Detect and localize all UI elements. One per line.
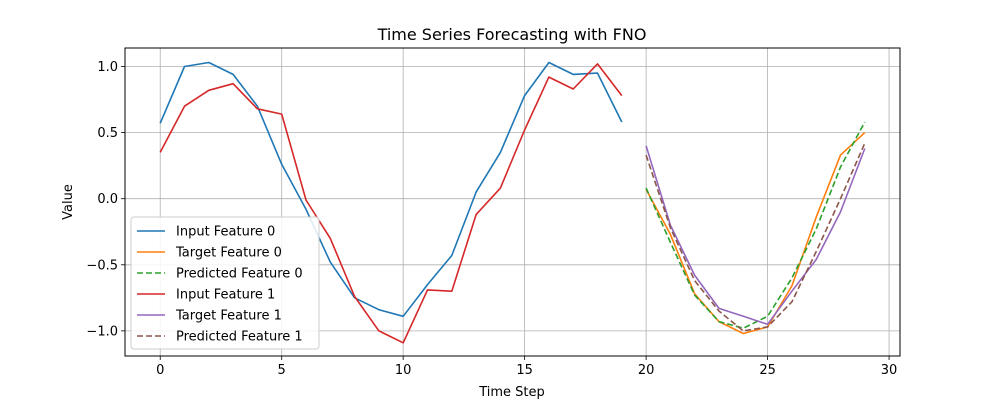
x-tick-label: 0: [156, 363, 164, 378]
chart-title: Time Series Forecasting with FNO: [377, 25, 647, 44]
x-tick-label: 5: [278, 363, 286, 378]
series-lines: [159, 61, 866, 344]
x-tick-label: 30: [881, 363, 898, 378]
y-axis-label: Value: [61, 184, 76, 220]
y-tick-label: 1.0: [97, 60, 118, 75]
legend-label-3: Input Feature 1: [176, 288, 275, 303]
y-tick-label: 0.0: [97, 192, 118, 207]
series-line-0: [159, 61, 623, 318]
legend-label-5: Predicted Feature 1: [176, 330, 303, 345]
series-line-2: [645, 121, 866, 330]
y-tick-label: −1.0: [86, 324, 118, 339]
x-tick-label: 10: [395, 363, 412, 378]
series-line-5: [645, 142, 866, 332]
series-line-4: [645, 145, 866, 326]
x-tick-label: 15: [516, 363, 533, 378]
series-line-3: [159, 63, 623, 344]
x-tick-label: 20: [638, 363, 655, 378]
legend-label-0: Input Feature 0: [176, 225, 275, 240]
x-tick-label: 25: [759, 363, 776, 378]
legend-label-2: Predicted Feature 0: [176, 267, 303, 282]
x-axis-label: Time Step: [478, 385, 545, 400]
legend-label-4: Target Feature 1: [175, 309, 282, 324]
series-line-1: [645, 132, 866, 335]
y-tick-label: 0.5: [97, 126, 118, 141]
axis-ticks: 0 5 10 15 20 25 30 −1.0 −0.5 0.0 0.5 1.0: [86, 60, 897, 378]
legend-label-1: Target Feature 0: [175, 246, 282, 261]
legend-box: [130, 216, 320, 350]
plot-frame: [124, 47, 901, 357]
legend: Input Feature 0 Target Feature 0 Predicted…: [130, 216, 320, 350]
y-tick-label: −0.5: [86, 258, 118, 273]
